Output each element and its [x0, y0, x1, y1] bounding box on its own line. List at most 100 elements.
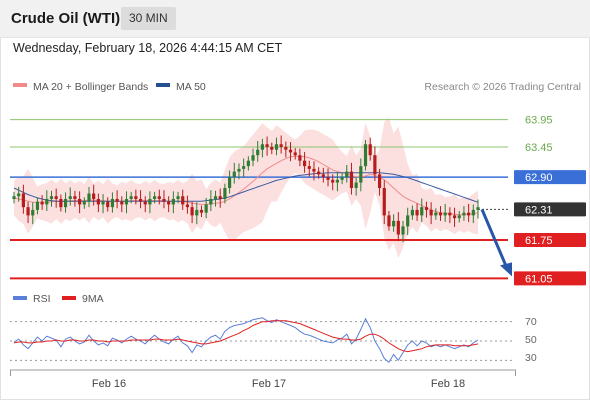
- level-box-3: [514, 233, 586, 248]
- candle-body: [312, 168, 316, 172]
- candle: [106, 197, 110, 212]
- candle: [162, 190, 166, 209]
- candle-body: [148, 198, 152, 205]
- candle-body: [246, 160, 250, 167]
- candle: [392, 214, 396, 232]
- candle: [246, 156, 250, 171]
- candle: [148, 191, 152, 214]
- legend-label-ma20: MA 20 + Bollinger Bands: [33, 81, 148, 93]
- candle: [340, 172, 344, 185]
- candle-body: [406, 215, 410, 227]
- forecast-arrowhead: [500, 262, 512, 277]
- rsi-tick-50: 50: [525, 334, 537, 346]
- legend-swatch-rsi: [13, 296, 27, 300]
- instrument-title: Crude Oil (WTI): [11, 10, 121, 27]
- x-tick-feb18: Feb 18: [431, 378, 465, 390]
- candle: [429, 202, 433, 225]
- candle: [63, 192, 68, 213]
- candle: [82, 197, 86, 209]
- candle-body: [335, 179, 339, 183]
- candle-body: [227, 177, 232, 189]
- level-label-2: 62.90: [525, 172, 553, 184]
- candle-body: [31, 209, 35, 216]
- candle-body: [359, 166, 363, 183]
- candle-body: [82, 201, 86, 205]
- level-box-2: [514, 170, 586, 185]
- candle-body: [382, 188, 386, 216]
- candle: [87, 186, 91, 208]
- candle-body: [199, 209, 204, 213]
- candle: [12, 191, 16, 204]
- candle-body: [153, 196, 157, 199]
- timeframe-badge[interactable]: 30 MIN: [121, 7, 176, 30]
- candle-body: [424, 207, 429, 210]
- candle-body: [392, 220, 396, 227]
- ma50-line: [13, 172, 479, 203]
- candle: [120, 196, 124, 213]
- candle: [101, 194, 105, 214]
- candle-body: [420, 207, 424, 216]
- candle: [326, 168, 330, 187]
- candle-body: [40, 201, 44, 205]
- candlesticks: [12, 135, 480, 243]
- candle-body: [401, 226, 405, 235]
- candle: [138, 190, 143, 209]
- candle-body: [471, 209, 475, 216]
- candle-body: [17, 193, 21, 197]
- legend-swatch-9ma: [62, 296, 76, 300]
- legend-swatch-ma50: [156, 83, 170, 87]
- candle: [68, 187, 72, 206]
- candle-body: [321, 174, 325, 178]
- candle-body: [115, 198, 119, 202]
- candle: [373, 146, 377, 181]
- candle-body: [345, 171, 349, 178]
- level-label-3: 61.75: [525, 235, 553, 247]
- candle: [476, 199, 480, 219]
- candle: [354, 177, 358, 196]
- candle-body: [349, 171, 354, 189]
- candle-body: [96, 198, 100, 205]
- candle: [448, 207, 452, 224]
- candle-body: [176, 196, 180, 199]
- candle-body: [260, 144, 265, 150]
- candle: [270, 142, 274, 155]
- level-label-4: 61.05: [525, 273, 553, 285]
- x-tick-feb17: Feb 17: [252, 378, 286, 390]
- candle-body: [87, 193, 91, 202]
- candle: [157, 189, 161, 205]
- candle-body: [209, 198, 213, 205]
- candle: [176, 191, 180, 204]
- candle: [204, 197, 208, 219]
- candle: [406, 207, 410, 236]
- candle: [54, 188, 58, 208]
- candle-body: [377, 174, 382, 189]
- candle-body: [134, 196, 138, 199]
- candle: [302, 151, 307, 173]
- candle: [467, 203, 471, 222]
- candle-body: [317, 171, 321, 175]
- candle-body: [204, 204, 208, 213]
- forecast-arrow-shaft: [480, 208, 509, 269]
- rsi-tick-30: 30: [525, 352, 537, 364]
- candle-body: [218, 196, 222, 199]
- candle: [363, 139, 368, 171]
- candle-body: [237, 168, 241, 172]
- candle-body: [476, 207, 480, 210]
- candle: [31, 202, 35, 225]
- timestamp: Wednesday, February 18, 2026 4:44:15 AM …: [13, 41, 283, 55]
- candle-body: [270, 146, 274, 150]
- candle-body: [54, 196, 58, 199]
- candle: [232, 162, 236, 184]
- candle-body: [354, 182, 358, 189]
- candle: [312, 161, 316, 181]
- candle: [45, 190, 49, 212]
- candle: [78, 191, 82, 214]
- rsi-tick-70: 70: [525, 316, 537, 328]
- chart-legend: MA 20 + Bollinger Bands MA 50 Research ©…: [13, 81, 581, 93]
- candle: [284, 141, 288, 158]
- candle: [288, 142, 293, 162]
- candle: [59, 194, 63, 212]
- candle-body: [157, 196, 161, 199]
- candle-body: [457, 215, 461, 219]
- candle-body: [101, 201, 105, 205]
